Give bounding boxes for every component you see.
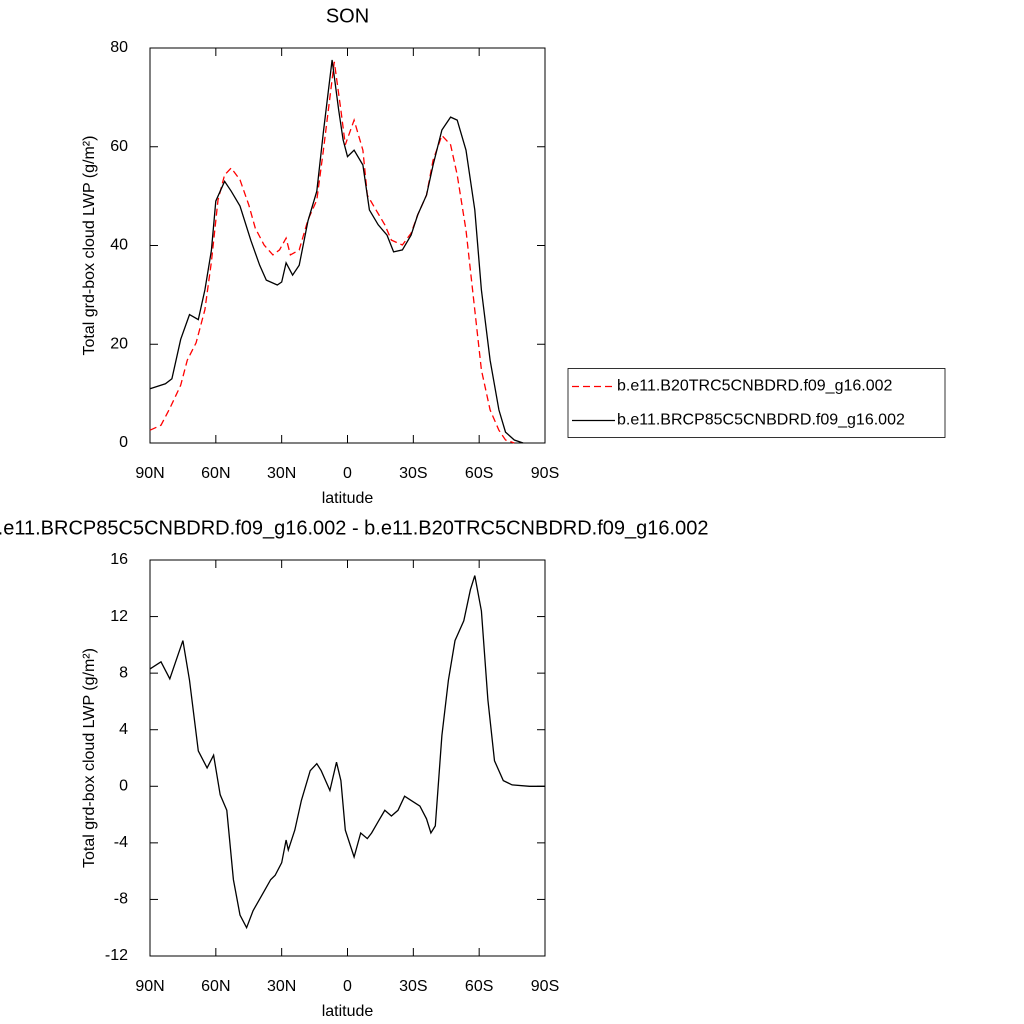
y-tick-label: 16: [110, 551, 128, 568]
legend-box: [567, 368, 946, 438]
y-tick-label: -8: [114, 891, 128, 908]
data-line: [149, 61, 515, 444]
chart-title: SON: [326, 5, 369, 27]
y-axis-label: Total grd-box cloud LWP (g/m²): [81, 136, 98, 356]
data-line: [149, 59, 524, 444]
x-tick-label: 60N: [201, 978, 230, 995]
x-tick-label: 30S: [399, 978, 427, 995]
y-tick-label: 40: [110, 237, 128, 254]
plot-frame: [149, 559, 546, 957]
y-tick-label: 20: [110, 335, 128, 352]
chart-title: b.e11.BRCP85C5CNBDRD.f09_g16.002 - b.e11…: [0, 517, 708, 539]
y-tick-label: 4: [119, 721, 128, 738]
x-tick-label: 0: [343, 978, 352, 995]
y-tick-label: 0: [119, 778, 128, 795]
x-tick-label: 90S: [531, 978, 559, 995]
x-tick-label: 30N: [267, 465, 296, 482]
data-line: [149, 575, 545, 930]
y-tick-label: 0: [119, 434, 128, 451]
x-tick-label: 60N: [201, 465, 230, 482]
y-tick-label: 60: [110, 138, 128, 155]
legend-label: b.e11.B20TRC5CNBDRD.f09_g16.002: [617, 378, 893, 395]
x-tick-label: 30S: [399, 465, 427, 482]
y-tick-label: 8: [119, 664, 128, 681]
x-tick-label: 30N: [267, 978, 296, 995]
x-axis-label: latitude: [322, 1003, 374, 1020]
x-tick-label: 60S: [465, 465, 493, 482]
y-tick-label: 12: [110, 608, 128, 625]
legend-label: b.e11.BRCP85C5CNBDRD.f09_g16.002: [617, 412, 905, 429]
x-axis-label: latitude: [322, 490, 374, 507]
y-tick-label: 80: [110, 39, 128, 56]
x-tick-label: 90N: [135, 978, 164, 995]
x-tick-label: 90N: [135, 465, 164, 482]
x-tick-label: 60S: [465, 978, 493, 995]
y-tick-label: -4: [114, 834, 128, 851]
x-tick-label: 0: [343, 465, 352, 482]
y-axis-label: Total grd-box cloud LWP (g/m²): [81, 648, 98, 868]
plot-frame: [149, 47, 546, 444]
y-tick-label: -12: [105, 947, 128, 964]
x-tick-label: 90S: [531, 465, 559, 482]
